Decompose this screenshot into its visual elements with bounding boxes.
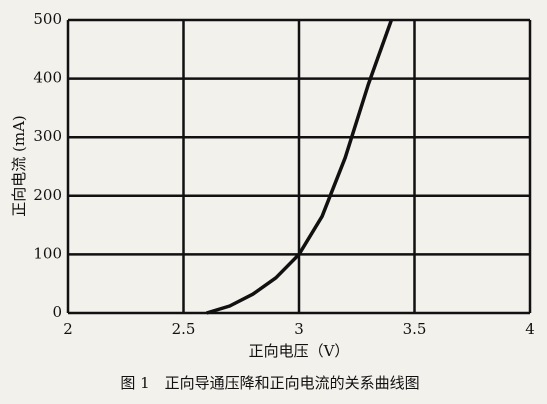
- y-tick-label: 300: [33, 127, 62, 145]
- x-tick-label: 2.5: [172, 320, 196, 338]
- x-axis-label: 正向电压（V）: [249, 342, 350, 360]
- y-tick-label: 400: [33, 69, 62, 87]
- y-tick-label: 500: [33, 10, 62, 28]
- caption: 图 1 正向导通压降和正向电流的关系曲线图: [120, 374, 419, 392]
- y-tick-label: 0: [52, 303, 62, 321]
- data-line: [206, 19, 394, 315]
- x-tick-label: 4: [525, 320, 535, 338]
- y-axis-label: 正向电流 (mA): [10, 115, 28, 217]
- x-tick-label: 3.5: [403, 320, 427, 338]
- y-tick-label: 100: [33, 244, 62, 262]
- x-tick-label: 2: [63, 320, 73, 338]
- x-tick-label: 3: [294, 320, 304, 338]
- y-tick-label: 200: [33, 186, 62, 204]
